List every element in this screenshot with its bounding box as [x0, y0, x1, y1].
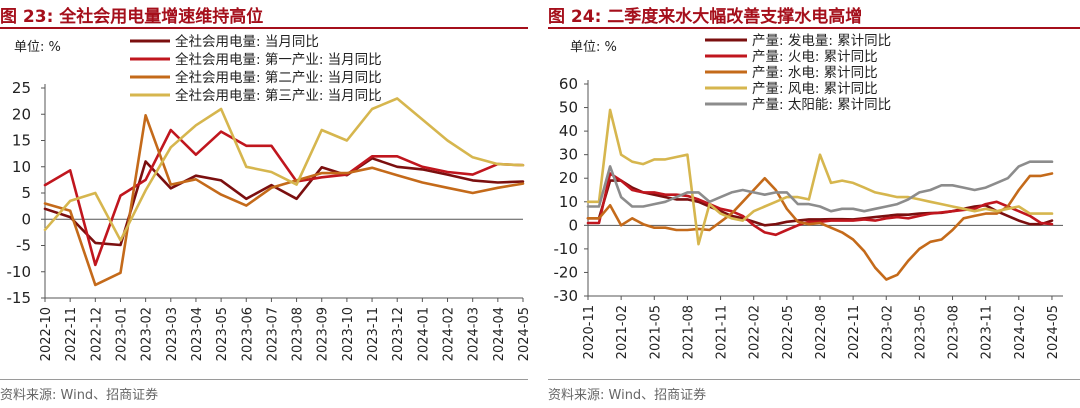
chart0-series-line-2: [43, 128, 525, 267]
chart0-x-tick-label: 2023-07: [265, 307, 280, 361]
chart1-x-tick-label: 2024-02: [1013, 305, 1028, 359]
chart1-x-tick-label: 2021-05: [648, 305, 663, 359]
chart0-series-line-4: [43, 97, 525, 242]
chart0-x-tick-label: 2023-05: [215, 307, 230, 361]
chart0-x-tick-label: 2024-04: [492, 307, 507, 361]
chart1-y-tick-label: 50: [559, 99, 578, 117]
chart0-unit-label: 单位: %: [14, 40, 61, 55]
left-source-note: 资料来源: Wind、招商证券: [0, 388, 159, 403]
chart1-legend-label-1: 产量: 发电量: 累计同比: [752, 33, 891, 49]
chart1-x-tick-label: 2021-11: [715, 305, 730, 359]
chart0-y-tick-label: 15: [12, 132, 31, 150]
chart0-y-tick-label: 25: [12, 79, 31, 97]
chart0-legend-label-2: 全社会用电量: 第一产业: 当月同比: [175, 51, 382, 68]
chart0-legend-label-3: 全社会用电量: 第二产业: 当月同比: [175, 69, 382, 86]
right-figure-panel: 图 24: 二季度来水大幅改善支撑水电高增 单位: % 60 50 40 30 20 10 0…: [548, 0, 1080, 408]
chart1-y-tick-label: -10: [554, 240, 579, 258]
chart1-legend-label-2: 产量: 火电: 累计同比: [752, 49, 878, 65]
chart1-series-line-3: [586, 172, 1054, 281]
chart0-y-tick-label: 10: [12, 158, 31, 176]
chart1-series-line-5: [586, 160, 1054, 213]
chart1-x-tick-label: 2023-08: [947, 305, 962, 359]
chart0-y-tick-label: 20: [12, 105, 31, 123]
right-source-note: 资料来源: Wind、招商证券: [548, 388, 707, 403]
chart0-x-tick-label: 2023-02: [140, 307, 155, 361]
chart1-unit-label: 单位: %: [570, 40, 617, 55]
chart1-x-tick-label: 2022-08: [814, 305, 829, 359]
chart0-y-tick-label: -5: [16, 237, 31, 255]
chart1-legend-label-4: 产量: 风电: 累计同比: [752, 81, 878, 97]
chart0-x-tick-label: 2022-10: [39, 307, 54, 361]
chart0-x-tick-label: 2024-02: [442, 307, 457, 361]
chart0-y-tick-label: -15: [7, 289, 32, 307]
chart1-series-line-1: [586, 179, 1054, 227]
chart1-x-tick-label: 2021-02: [615, 305, 630, 359]
chart1-x-tick-label: 2021-08: [681, 305, 696, 359]
chart0-x-tick-label: 2022-11: [64, 307, 79, 361]
chart0-y-tick-label: -10: [7, 263, 32, 281]
chart0-series-line-3: [43, 114, 525, 287]
chart0-x-tick-label: 2023-06: [240, 307, 255, 361]
left-figure-panel: 图 23: 全社会用电量增速维持高位 单位: % 25 20 15 10 5 0 -5 -10 -…: [0, 0, 533, 408]
chart0-x-tick-label: 2023-09: [316, 307, 331, 361]
chart1-y-tick-label: 20: [559, 169, 578, 187]
right-figure-title: 图 24: 二季度来水大幅改善支撑水电高增: [548, 7, 863, 27]
chart1-series-line-4: [586, 108, 1054, 246]
chart1-y-tick-label: -20: [554, 263, 579, 281]
chart0-x-tick-label: 2023-03: [165, 307, 180, 361]
chart0-legend-label-1: 全社会用电量: 当月同比: [175, 33, 319, 50]
chart1-x-tick-label: 2023-11: [980, 305, 995, 359]
chart1-x-tick-label: 2022-02: [748, 305, 763, 359]
chart1-y-tick-label: 0: [568, 216, 578, 234]
chart0-x-tick-label: 2022-12: [89, 307, 104, 361]
chart0-x-tick-label: 2023-08: [291, 307, 306, 361]
right-title-rule: [548, 27, 1080, 29]
chart1-x-tick-label: 2022-05: [781, 305, 796, 359]
chart1-legend-label-3: 产量: 水电: 累计同比: [752, 65, 878, 81]
chart1-x-tick-label: 2020-11: [582, 305, 597, 359]
chart1-x-tick-label: 2023-02: [880, 305, 895, 359]
chart1-y-tick-label: 30: [559, 146, 578, 164]
left-source-rule: [0, 379, 528, 380]
chart0-x-tick-label: 2023-11: [366, 307, 381, 361]
left-title-rule: [0, 27, 528, 29]
chart1-x-tick-label: 2022-11: [847, 305, 862, 359]
chart0-x-tick-label: 2023-10: [341, 307, 356, 361]
chart0-x-tick-label: 2024-01: [416, 307, 431, 361]
chart0-legend-label-4: 全社会用电量: 第三产业: 当月同比: [175, 87, 382, 104]
chart0-x-tick-label: 2024-05: [517, 307, 532, 361]
chart0-y-tick-label: 5: [21, 184, 31, 202]
chart0-y-tick-label: 0: [21, 210, 31, 228]
chart1-legend-label-5: 产量: 太阳能: 累计同比: [752, 97, 891, 113]
chart1-y-tick-label: 10: [559, 193, 578, 211]
left-chart: 单位: % 25 20 15 10 5 0 -5 -10 -15 2022-10 2022-11 202…: [7, 33, 533, 361]
chart0-x-tick-label: 2024-03: [467, 307, 482, 361]
right-source-rule: [548, 379, 1080, 380]
chart0-x-tick-label: 2023-01: [114, 307, 129, 361]
chart1-y-tick-label: 60: [559, 75, 578, 93]
chart1-y-tick-label: 40: [559, 122, 578, 140]
chart0-x-tick-label: 2023-04: [190, 307, 205, 361]
chart1-x-tick-label: 2024-05: [1046, 305, 1061, 359]
left-figure-title: 图 23: 全社会用电量增速维持高位: [0, 7, 264, 27]
chart0-x-tick-label: 2023-12: [391, 307, 406, 361]
chart1-y-tick-label: -30: [554, 287, 579, 305]
chart1-x-tick-label: 2023-05: [913, 305, 928, 359]
